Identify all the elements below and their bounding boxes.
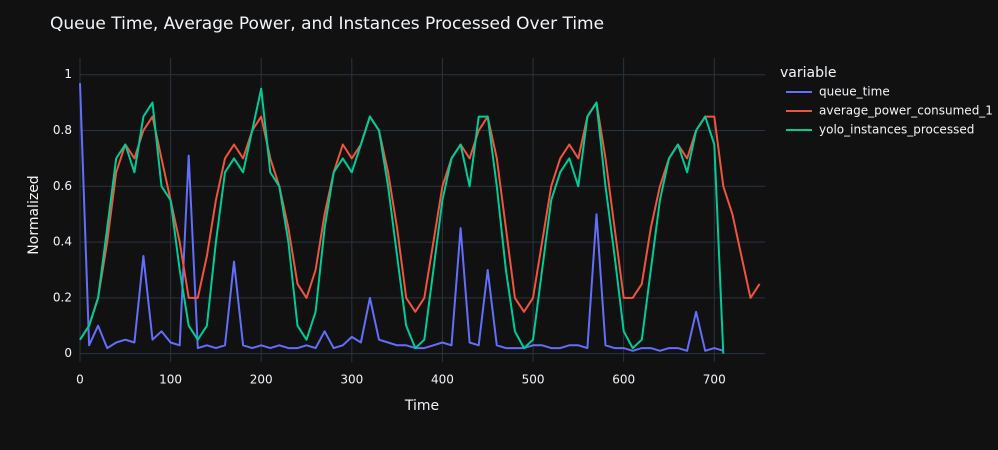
legend-item[interactable]: queue_time xyxy=(786,85,890,99)
legend-label: queue_time xyxy=(819,85,890,99)
y-tick-label: 0.4 xyxy=(53,235,72,249)
x-tick-label: 700 xyxy=(703,373,726,387)
legend-item[interactable]: yolo_instances_processed xyxy=(786,123,974,137)
legend-label: yolo_instances_processed xyxy=(819,123,974,137)
legend-label: average_power_consumed_1 xyxy=(819,104,993,118)
x-tick-label: 200 xyxy=(250,373,273,387)
x-axis-label: Time xyxy=(404,398,439,414)
chart-title: Queue Time, Average Power, and Instances… xyxy=(50,14,604,34)
x-tick-label: 600 xyxy=(612,373,635,387)
series-line xyxy=(79,83,724,352)
legend-title: variable xyxy=(780,65,836,81)
x-tick-label: 300 xyxy=(340,373,363,387)
y-axis-label: Normalized xyxy=(26,175,42,254)
x-tick-label: 500 xyxy=(522,373,545,387)
y-tick-label: 0.8 xyxy=(53,123,72,137)
series-line xyxy=(79,101,761,341)
y-tick-label: 1 xyxy=(64,67,72,81)
y-tick-label: 0.2 xyxy=(53,290,72,304)
legend-item[interactable]: average_power_consumed_1 xyxy=(786,104,993,118)
y-tick-label: 0.6 xyxy=(53,179,72,193)
x-tick-label: 0 xyxy=(76,373,84,387)
x-tick-label: 400 xyxy=(431,373,454,387)
series-line xyxy=(79,87,725,354)
y-tick-label: 0 xyxy=(64,346,72,360)
x-tick-label: 100 xyxy=(159,373,182,387)
